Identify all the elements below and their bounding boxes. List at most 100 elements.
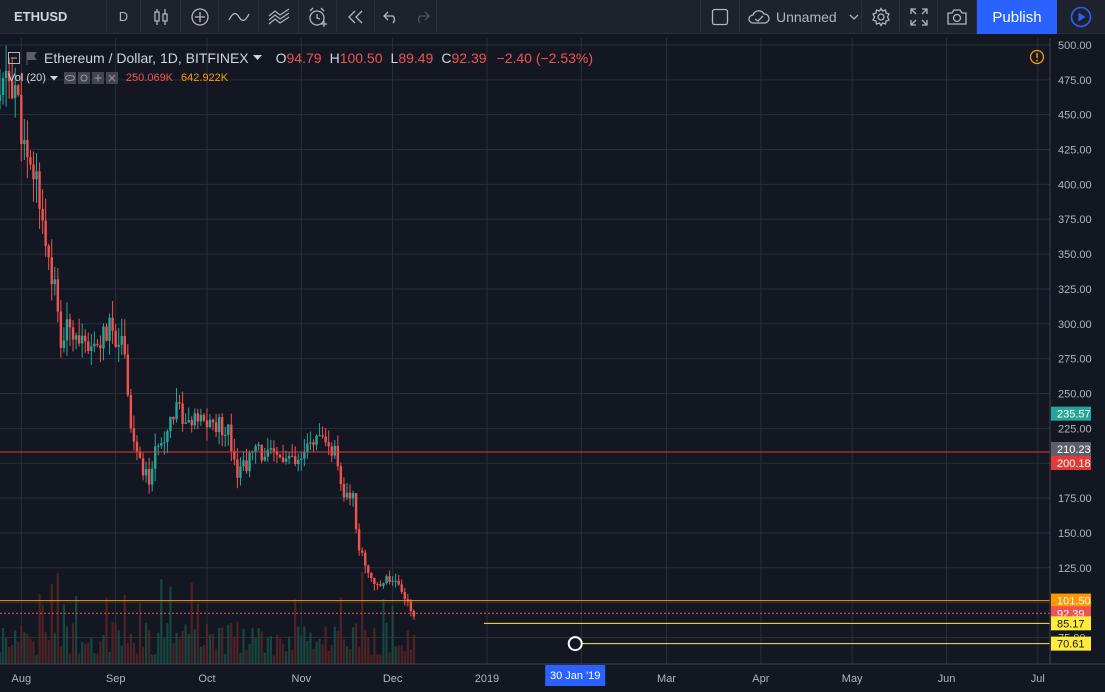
horizontal-lines[interactable] [0,451,1050,645]
plus-icon[interactable] [91,72,104,84]
settings-button[interactable] [862,0,900,33]
snapshot-button[interactable] [938,0,977,33]
volume-bar [166,623,169,664]
eye-icon[interactable] [63,72,76,84]
symbol-title[interactable]: Ethereum / Dollar, 1D, BITFINEX [44,50,249,66]
candle-body [230,424,233,452]
volume-bar [351,627,355,664]
redo-button[interactable] [407,0,437,33]
price-chart[interactable]: 500.00 475.00 450.00 425.00 400.00 375.00 350.… [0,38,1105,692]
candle-body [99,345,102,349]
indicators-button[interactable] [219,0,259,33]
volume-bar [251,628,254,664]
volume-bar [403,651,406,664]
layout-toggle[interactable] [700,0,740,33]
templates-button[interactable] [259,0,299,33]
gear-icon[interactable] [77,72,90,84]
volume-bar [199,646,202,664]
stacked-lines-icon [268,8,289,24]
collapse-legend-icon[interactable] [8,52,20,64]
volume-bar [397,645,400,664]
indicator-wave-icon [227,12,250,21]
save-layout-button[interactable]: Unnamed [740,0,862,33]
close-icon[interactable] [105,72,118,84]
candle-body [50,257,53,285]
volume-bar [218,627,221,664]
volume-bar [361,571,364,664]
candle-body [44,220,47,246]
volume-bar [144,623,148,664]
price-tick-label: 250.00 [1058,389,1092,401]
chevron-down-icon[interactable] [252,55,262,61]
alert-button[interactable] [299,0,337,33]
volume-bar [78,653,81,664]
fullscreen-button[interactable] [900,0,938,33]
candle-body [199,414,203,422]
play-button[interactable] [1057,0,1105,34]
candle-body [294,456,297,465]
volume-bar [181,630,184,664]
chevron-down-icon[interactable] [49,75,58,81]
candle-body [35,171,38,180]
volume-bar [367,637,370,664]
volume-bar [160,579,163,664]
volume-bar [4,637,8,664]
volume-bar [178,639,181,664]
time-axis[interactable]: AugSepOctNovDec2019FebMarAprMayJunJul [12,673,1045,685]
volume-bar [148,630,151,664]
replay-button[interactable] [337,0,375,33]
candle-body [154,446,157,469]
volume-bar [26,633,29,664]
volume-bar [90,637,93,664]
candle-body [208,419,212,428]
volume-bar [230,623,233,664]
symbol-search[interactable]: ETHUSD [0,0,107,33]
warning-indicator[interactable] [1029,49,1045,65]
volume-bar [236,621,239,664]
price-axis[interactable]: 500.00 475.00 450.00 425.00 400.00 375.00 350.… [1051,40,1092,651]
line-anchor-handle[interactable] [567,636,583,652]
volume-bar [202,645,206,664]
undo-button[interactable] [375,0,407,33]
price-tick-label: 125.00 [1058,563,1092,575]
candle-body [297,459,300,465]
interval-button[interactable]: D [107,0,141,33]
flag-icon[interactable] [26,51,38,65]
volume-bar [111,621,114,664]
square-icon [711,8,729,25]
volume-bar [300,635,303,664]
publish-button[interactable]: Publish [977,0,1057,34]
volume-bar [284,651,288,664]
low-value: 89.49 [398,50,434,66]
price-tick-label: 375.00 [1058,214,1092,226]
candle-body [239,466,242,478]
candle-body [96,343,99,346]
volume-bar [74,595,78,664]
candle-body [397,580,400,585]
compare-button[interactable] [181,0,219,33]
candle-body [211,419,215,423]
candle-body [135,441,139,452]
volume-bar [379,654,382,664]
volume-bar [123,594,126,664]
price-tick-label: 150.00 [1058,528,1092,540]
volume-bar [318,638,321,664]
volume-bar [157,633,160,664]
price-tick-label: 275.00 [1058,354,1092,366]
chart-type-button[interactable] [141,0,181,33]
candle-body [20,94,23,144]
volume-bar [62,604,66,664]
volume-legend: Vol (20) 250.069K 642.922K [8,72,228,84]
cursor-date-box [545,665,606,686]
candle-body [306,443,309,452]
svg-text:70.61: 70.61 [1057,639,1085,651]
volume-label[interactable]: Vol (20) [8,72,46,84]
volume-bar [154,654,157,664]
candle-body [190,420,193,426]
time-tick-label: May [842,673,863,685]
volume-bar [260,631,263,664]
candle-body [71,327,75,340]
change-value: −2.40 (−2.53%) [496,50,594,66]
candle-body [248,452,251,472]
candle-body [348,492,352,499]
